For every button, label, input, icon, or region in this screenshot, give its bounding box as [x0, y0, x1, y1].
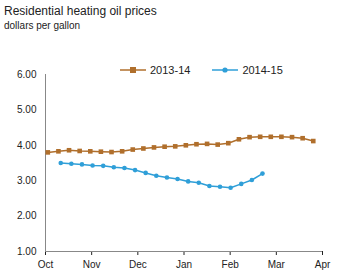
- svg-text:3.00: 3.00: [17, 175, 37, 186]
- svg-text:1.00: 1.00: [17, 246, 37, 257]
- svg-text:Oct: Oct: [38, 259, 54, 270]
- svg-text:Jan: Jan: [176, 259, 192, 270]
- svg-text:Dec: Dec: [129, 259, 147, 270]
- html-text:dollars per gallon: dollars per gallon: [4, 20, 81, 31]
- svg-text:2.00: 2.00: [17, 210, 37, 221]
- html-text:2014-15: 2014-15: [242, 64, 283, 76]
- svg-text:4.00: 4.00: [17, 140, 37, 151]
- svg-text:5.00: 5.00: [17, 104, 37, 115]
- svg-text:Mar: Mar: [268, 259, 286, 270]
- svg-text:Nov: Nov: [83, 259, 101, 270]
- svg-text:Feb: Feb: [222, 259, 240, 270]
- html-text:Residential heating oil prices: Residential heating oil prices: [4, 4, 157, 18]
- svg-text:Apr: Apr: [315, 259, 331, 270]
- svg-text:6.00: 6.00: [17, 69, 37, 80]
- html-text:2013-14: 2013-14: [150, 64, 191, 76]
